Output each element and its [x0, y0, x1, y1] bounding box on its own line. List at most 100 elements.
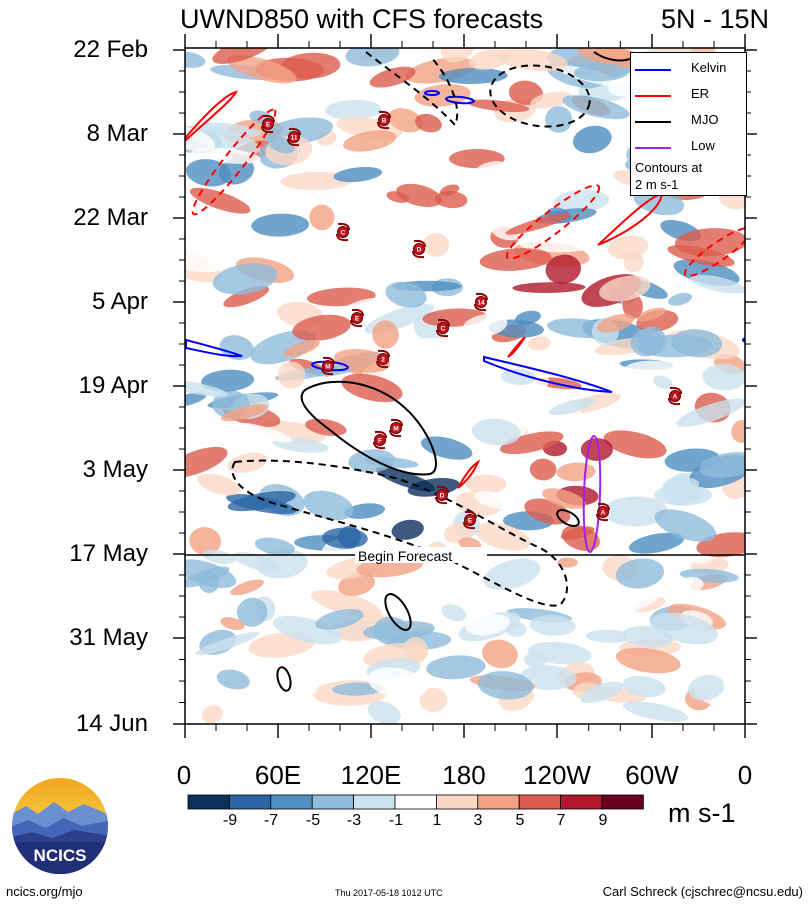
field-cell [549, 575, 578, 589]
field-cell [189, 187, 251, 214]
field-cell [220, 404, 269, 422]
field-cell [219, 335, 254, 361]
field-cell [283, 339, 320, 358]
field-cell [562, 95, 630, 120]
legend: Kelvin ER MJO Low Contours at 2 m s-1 [630, 52, 747, 196]
storm-marker: C [436, 318, 450, 338]
colorbar-label: 5 [515, 812, 525, 829]
logo-text: NCICS [34, 846, 87, 865]
field-cell [529, 458, 557, 481]
storm-marker: F [373, 430, 387, 450]
x-tick-label: 180 [442, 760, 486, 790]
field-cell [185, 237, 214, 255]
colorbar-label: 7 [556, 812, 566, 829]
low-contour [582, 435, 602, 553]
field-cell [596, 313, 635, 333]
storm-marker-label: F [378, 438, 382, 445]
colorbar-swatch [560, 794, 603, 810]
er-contour [507, 336, 526, 358]
field-cell [471, 418, 521, 446]
storm-marker: E [261, 114, 275, 134]
field-cell [188, 125, 261, 155]
field-cell [622, 625, 674, 648]
field-cell [277, 361, 306, 389]
field-cell [223, 285, 270, 308]
storm-marker-label: 14 [477, 300, 485, 307]
storm-marker: 11 [287, 127, 301, 147]
field-cell [731, 419, 745, 443]
storm-marker-label: E [355, 316, 360, 323]
field-cell [474, 161, 506, 179]
storm-marker-label: 2 [381, 357, 385, 364]
storm-markers: E B 11 C D 14 E C 2 M M F D E A A [261, 110, 682, 530]
field-cell [367, 667, 428, 699]
kelvin-contour [742, 337, 745, 343]
er-contour [505, 184, 601, 260]
y-tick-label: 14 Jun [75, 710, 148, 737]
field-cell [391, 519, 424, 540]
kelvin-contour [185, 338, 243, 358]
field-cell [185, 379, 229, 397]
field-cell [388, 108, 423, 133]
field-cell [636, 307, 666, 322]
field-cell [580, 681, 623, 704]
colorbar-label: -9 [222, 812, 238, 829]
kelvin-contour [483, 355, 613, 393]
field-cell [653, 484, 712, 506]
footer-website[interactable]: ncics.org/mjo [6, 884, 83, 899]
field-cell [185, 446, 228, 478]
field-cell [254, 537, 296, 556]
field-cell [548, 398, 596, 416]
forecast-label-bg [355, 547, 487, 563]
field-cell [198, 570, 220, 594]
colorbar-label: -5 [305, 812, 321, 829]
field-cell [468, 49, 510, 70]
field-cell [227, 452, 268, 473]
field-cell [482, 639, 518, 669]
x-tick-label: 120E [340, 760, 402, 790]
field-cell [529, 615, 576, 636]
chart-region: 5N - 15N [660, 4, 769, 34]
er-contour [191, 108, 277, 216]
field-cell [603, 586, 663, 615]
colorbar-swatch [394, 794, 437, 810]
x-tick-label: 0 [176, 760, 192, 790]
field-cell [585, 629, 633, 643]
colorbar-swatch [353, 794, 396, 810]
y-tick-label: 22 Mar [73, 204, 148, 231]
field-cell [524, 652, 547, 668]
field-cell [677, 576, 704, 593]
storm-marker-label: D [440, 493, 445, 500]
y-tick-label: 22 Feb [73, 36, 148, 63]
field-cell [603, 430, 667, 459]
field-cell [238, 423, 293, 443]
storm-marker: B [377, 110, 391, 130]
field-cell [303, 490, 354, 521]
storm-marker-label: E [468, 518, 473, 525]
field-cell [423, 232, 450, 257]
field-cell [505, 213, 572, 235]
field-cell [622, 676, 666, 697]
field-cell [309, 204, 335, 231]
colorbar-unit: m s-1 [668, 798, 736, 828]
legend-note: Contours at 2 m s-1 [635, 159, 702, 193]
field-cell [702, 363, 745, 391]
field-cell [201, 369, 255, 392]
field-cell [676, 398, 745, 427]
field-cell [336, 643, 368, 663]
field-cell [250, 330, 317, 365]
field-cell [465, 613, 511, 636]
field-cell [251, 213, 310, 237]
field-cell [227, 55, 297, 84]
storm-marker-label: C [341, 230, 346, 237]
field-cell [466, 474, 507, 495]
field-cell [541, 488, 587, 509]
field-cell [527, 336, 551, 351]
storm-marker: D [412, 239, 426, 259]
field-cell [185, 51, 206, 68]
field-cell [212, 263, 278, 295]
field-cell [315, 608, 364, 630]
storm-marker-label: E [266, 122, 271, 129]
colorbar-swatch [187, 794, 230, 810]
